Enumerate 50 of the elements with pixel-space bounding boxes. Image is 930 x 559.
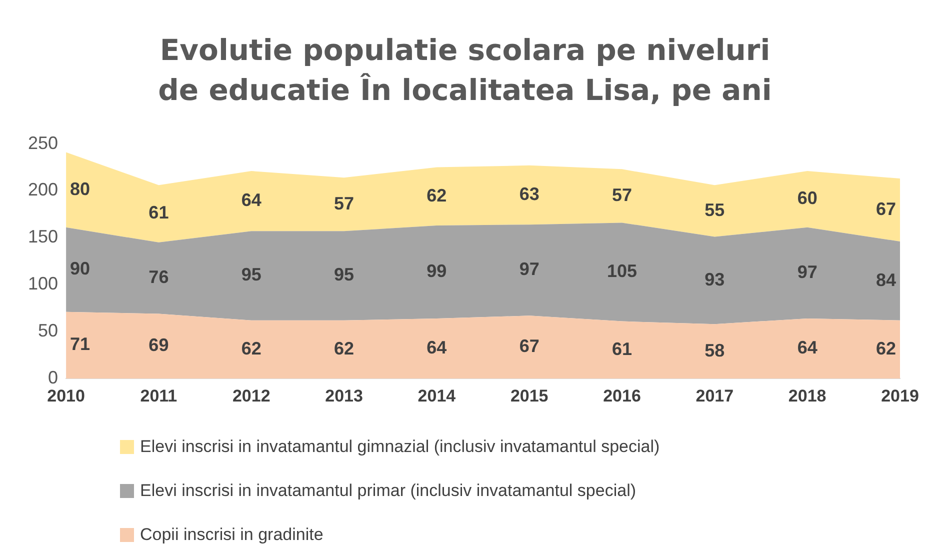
- legend-label: Elevi inscrisi in invatamantul gimnazial (inclusiv invatamantul special): [140, 437, 660, 457]
- data-label: 80: [70, 178, 90, 199]
- data-label: 62: [334, 338, 354, 358]
- data-label: 64: [426, 338, 447, 358]
- x-tick-label: 2016: [603, 386, 641, 406]
- data-label: 55: [704, 200, 725, 220]
- data-label: 62: [426, 185, 447, 206]
- data-label: 95: [241, 264, 262, 285]
- data-label: 76: [148, 267, 169, 288]
- data-label: 84: [876, 270, 896, 290]
- data-label: 90: [70, 258, 90, 279]
- data-label: 99: [426, 260, 447, 281]
- x-tick-label: 2017: [696, 386, 734, 406]
- data-label: 64: [241, 190, 262, 210]
- data-label: 63: [519, 184, 540, 204]
- y-tick-label: 100: [28, 274, 58, 294]
- data-label: 57: [334, 193, 354, 214]
- chart-title: Evolutie populatie scolara pe niveluri de educatie În localitatea Lisa, pe ani: [157, 32, 773, 109]
- data-label: 64: [797, 338, 818, 358]
- x-tick-label: 2019: [881, 386, 919, 406]
- y-tick-label: 150: [28, 226, 58, 247]
- data-label: 71: [70, 334, 90, 354]
- y-tick-label: 250: [28, 132, 58, 153]
- x-tick-label: 2013: [325, 386, 363, 406]
- data-label: 69: [148, 335, 169, 356]
- x-tick-label: 2018: [788, 386, 826, 406]
- legend-label: Copii inscrisi in gradinite: [140, 525, 324, 545]
- data-label: 62: [876, 338, 896, 358]
- y-tick-label: 200: [28, 180, 58, 200]
- data-label: 57: [612, 184, 632, 205]
- y-tick-label: 50: [38, 320, 58, 341]
- x-tick-label: 2011: [140, 386, 178, 406]
- data-label: 58: [704, 340, 725, 360]
- x-tick-label: 2014: [418, 386, 456, 406]
- data-label: 67: [876, 198, 896, 219]
- x-tick-label: 2015: [510, 386, 548, 406]
- x-tick-label: 2010: [47, 386, 85, 406]
- data-label: 105: [606, 260, 638, 281]
- data-label: 62: [241, 338, 262, 358]
- data-label: 61: [148, 202, 169, 223]
- data-label: 97: [519, 259, 540, 280]
- data-label: 95: [334, 264, 354, 285]
- data-label: 61: [612, 338, 632, 359]
- data-label: 97: [797, 262, 818, 282]
- data-label: 60: [797, 188, 818, 208]
- data-label: 67: [519, 336, 540, 356]
- x-tick-label: 2012: [232, 386, 270, 406]
- data-label: 93: [704, 269, 725, 290]
- y-tick-label: 0: [48, 368, 58, 388]
- legend-label: Elevi inscrisi in invatamantul primar (inclusiv invatamantul special): [140, 481, 636, 501]
